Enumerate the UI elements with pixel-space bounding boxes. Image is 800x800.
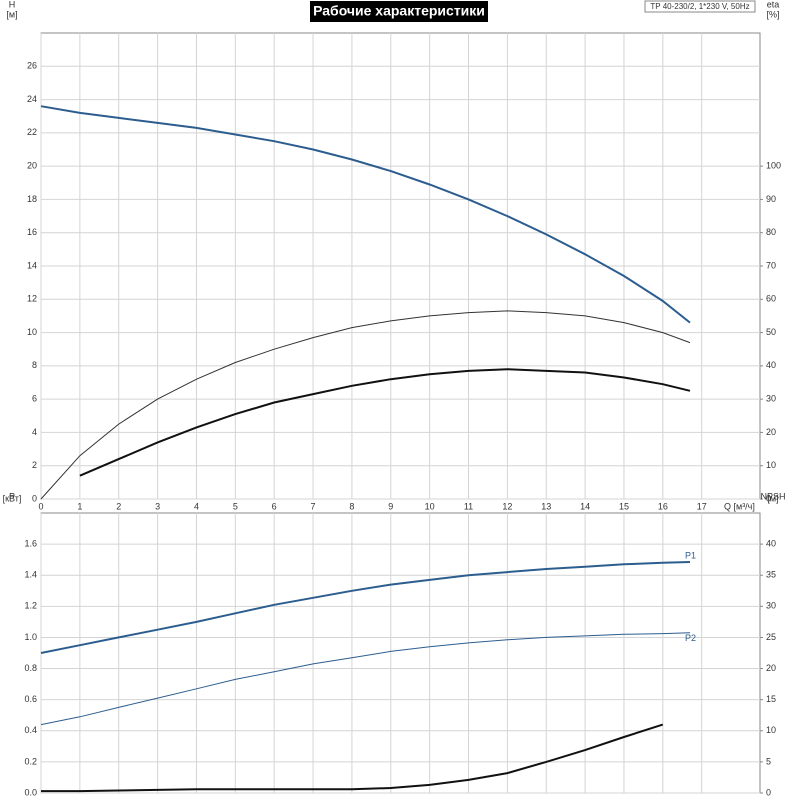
y-tick-label: 10 [27, 327, 37, 337]
chart-title: Рабочие характеристики [313, 3, 485, 19]
y2-axis-label: eta [767, 0, 780, 9]
y-axis-unit: [кВт] [3, 493, 22, 503]
series-line [40, 105, 691, 324]
y2-tick-label: 60 [766, 294, 776, 304]
y2-tick-label: 30 [766, 601, 776, 611]
y2-tick-label: 10 [766, 460, 776, 470]
y2-tick-label: 20 [766, 427, 776, 437]
series-line [40, 561, 691, 654]
y2-tick-label: 80 [766, 227, 776, 237]
series-label: P1 [685, 550, 696, 560]
x-tick-label: 2 [116, 501, 121, 511]
y-tick-label: 18 [27, 194, 37, 204]
x-axis-label: Q [м³/ч] [724, 501, 755, 511]
series-line [40, 632, 691, 726]
x-tick-label: 13 [541, 501, 551, 511]
y2-tick-label: 90 [766, 194, 776, 204]
y-tick-label: 0.6 [24, 694, 37, 704]
y2-tick-label: 20 [766, 663, 776, 673]
y-tick-label: 14 [27, 260, 37, 270]
y2-tick-label: 70 [766, 260, 776, 270]
y-tick-label: 0.8 [24, 663, 37, 673]
y2-tick-label: 0 [766, 493, 771, 503]
plot-frame [40, 512, 761, 794]
x-tick-label: 4 [194, 501, 199, 511]
y2-tick-label: 15 [766, 694, 776, 704]
y-tick-label: 4 [32, 427, 37, 437]
y2-tick-label: 10 [766, 725, 776, 735]
y-tick-label: 8 [32, 360, 37, 370]
x-tick-label: 0 [38, 501, 43, 511]
title-box [310, 1, 488, 22]
x-tick-label: 5 [233, 501, 238, 511]
y-tick-label: 1.0 [24, 632, 37, 642]
x-tick-label: 6 [272, 501, 277, 511]
y2-tick-label: 40 [766, 360, 776, 370]
y2-tick-label: 50 [766, 327, 776, 337]
x-tick-label: 10 [425, 501, 435, 511]
y2-axis-label: NPSH [760, 491, 785, 501]
y2-tick-label: 0 [766, 787, 771, 797]
model-label: TP 40-230/2, 1*230 V, 50Hz [650, 2, 749, 11]
y2-tick-label: 5 [766, 756, 771, 766]
y-tick-label: 24 [27, 94, 37, 104]
x-tick-label: 8 [349, 501, 354, 511]
y-tick-label: 1.4 [24, 570, 37, 580]
model-box [644, 0, 756, 13]
y-tick-label: 0.0 [24, 787, 37, 797]
y2-tick-label: 25 [766, 632, 776, 642]
y-tick-label: 26 [27, 61, 37, 71]
x-tick-label: 17 [697, 501, 707, 511]
y-tick-label: 1.6 [24, 538, 37, 548]
y2-tick-label: 100 [766, 161, 781, 171]
series-label: P2 [685, 633, 696, 643]
y2-axis-unit: [м] [767, 493, 778, 503]
y-tick-label: 16 [27, 227, 37, 237]
y2-tick-label: 30 [766, 394, 776, 404]
y-tick-label: 20 [27, 161, 37, 171]
x-tick-label: 14 [580, 501, 590, 511]
y-tick-label: 0.2 [24, 756, 37, 766]
x-tick-label: 9 [388, 501, 393, 511]
x-tick-label: 1 [77, 501, 82, 511]
y2-tick-label: 35 [766, 570, 776, 580]
x-tick-label: 3 [155, 501, 160, 511]
y-tick-label: 0.4 [24, 725, 37, 735]
y-axis-label: H [9, 0, 16, 9]
x-tick-label: 7 [311, 501, 316, 511]
x-tick-label: 16 [658, 501, 668, 511]
x-tick-label: 15 [619, 501, 629, 511]
y2-tick-label: 40 [766, 538, 776, 548]
y-tick-label: 1.2 [24, 601, 37, 611]
x-tick-label: 12 [502, 501, 512, 511]
y2-axis-unit: [%] [766, 9, 779, 19]
x-tick-label: 11 [464, 501, 473, 511]
series-line [41, 723, 664, 793]
y-tick-label: 22 [27, 127, 37, 137]
y-tick-label: 2 [32, 460, 37, 470]
y-axis-label: P [9, 491, 15, 501]
y-tick-label: 0 [32, 493, 37, 503]
y-tick-label: 12 [27, 294, 37, 304]
y-tick-label: 6 [32, 394, 37, 404]
series-line [79, 368, 691, 477]
y-axis-unit: [м] [6, 9, 17, 19]
series-line [40, 310, 691, 500]
